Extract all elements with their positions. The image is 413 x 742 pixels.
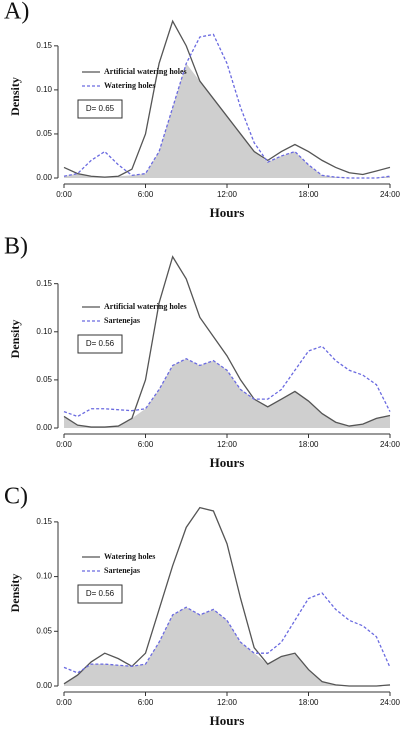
x-tick-label: 24:00	[380, 190, 401, 199]
legend-label: Sartenejas	[104, 316, 140, 325]
overlap-area	[64, 63, 390, 179]
y-tick-label: 0.05	[36, 129, 52, 138]
density-line	[63, 345, 391, 418]
legend-label: Watering holes	[104, 552, 155, 561]
y-tick-label: 0.15	[36, 279, 52, 288]
y-tick-label: 0.05	[36, 375, 52, 384]
x-axis-label: Hours	[210, 205, 245, 220]
y-tick-label: 0.15	[36, 41, 52, 50]
x-tick-label: 18:00	[298, 440, 319, 449]
annotation-box	[77, 99, 123, 119]
y-tick-label: 0.00	[36, 423, 52, 432]
legend-label: Artificial watering holes	[104, 302, 187, 311]
x-tick-label: 6:00	[138, 698, 154, 707]
y-tick-label: 0.00	[36, 173, 52, 182]
x-tick-label: 18:00	[298, 698, 319, 707]
density-line	[63, 19, 391, 178]
x-axis-label: Hours	[210, 455, 245, 470]
panel-label: B)	[4, 234, 28, 260]
y-tick-label: 0.10	[36, 85, 52, 94]
legend-label: Sartenejas	[104, 566, 140, 575]
y-tick-label: 0.15	[36, 517, 52, 526]
density-line	[63, 255, 391, 428]
density-line	[63, 33, 391, 179]
y-tick-label: 0.00	[36, 681, 52, 690]
x-tick-label: 12:00	[217, 190, 238, 199]
y-axis-label: Density	[8, 574, 22, 613]
x-tick-label: 18:00	[298, 190, 319, 199]
x-tick-label: 6:00	[138, 440, 154, 449]
y-axis-label: Density	[8, 77, 22, 116]
x-tick-label: 0:00	[56, 698, 72, 707]
annotation: D= 0.65	[86, 104, 115, 113]
panel-label: A)	[4, 0, 29, 25]
y-tick-label: 0.10	[36, 327, 52, 336]
y-tick-label: 0.05	[36, 626, 52, 635]
legend-label: Watering holes	[104, 81, 155, 90]
annotation-box	[77, 334, 123, 354]
legend-label: Artificial watering holes	[104, 67, 187, 76]
overlap-area	[64, 607, 390, 686]
annotation: D= 0.56	[86, 339, 115, 348]
annotation: D= 0.56	[86, 589, 115, 598]
x-tick-label: 0:00	[56, 440, 72, 449]
x-axis-label: Hours	[210, 713, 245, 728]
x-tick-label: 24:00	[380, 440, 401, 449]
overlap-area	[64, 358, 390, 428]
density-line	[63, 592, 391, 674]
x-tick-label: 12:00	[217, 440, 238, 449]
x-tick-label: 24:00	[380, 698, 401, 707]
y-tick-label: 0.10	[36, 572, 52, 581]
y-axis-label: Density	[8, 320, 22, 359]
x-tick-label: 12:00	[217, 698, 238, 707]
panel-label: C)	[4, 484, 28, 510]
x-tick-label: 6:00	[138, 190, 154, 199]
x-tick-label: 0:00	[56, 190, 72, 199]
annotation-box	[77, 584, 123, 604]
density-line	[63, 506, 391, 687]
